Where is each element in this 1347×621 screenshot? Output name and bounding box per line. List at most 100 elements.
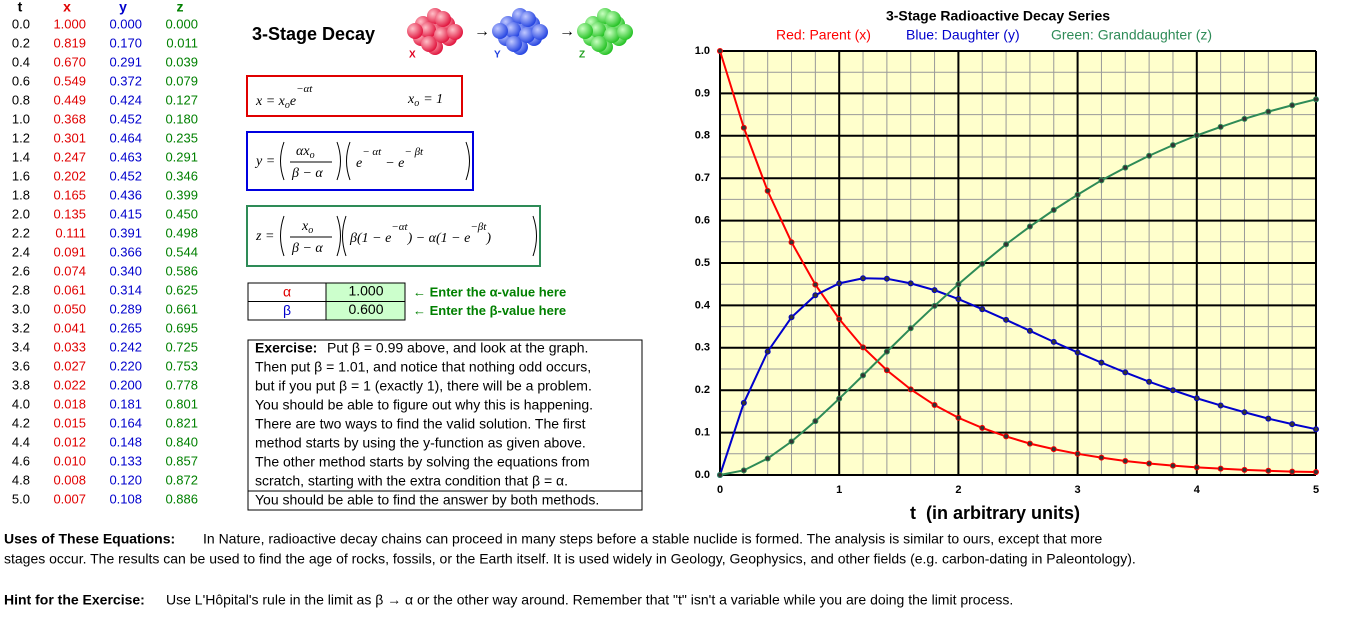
table-cell: 4.2 [12,415,30,430]
table-cell: 0.840 [165,434,198,449]
table-cell: 1.8 [12,187,30,202]
table-cell: 0.436 [109,187,142,202]
column-header: t [18,0,23,15]
data-point [1122,164,1129,171]
table-cell: 3.6 [12,358,30,373]
nucleon [434,27,450,43]
data-point [764,348,771,355]
table-cell: 0.022 [53,377,86,392]
column-header: z [177,0,184,15]
table-cell: 0.424 [109,92,142,107]
x-tick-label: 5 [1313,484,1319,496]
table-cell: 5.0 [12,491,30,506]
table-cell: 0.133 [109,453,142,468]
data-point [1265,415,1272,422]
table-cell: 0.368 [53,111,86,126]
exercise-line: but if you put β = 1 (exactly 1), there … [255,378,592,394]
nucleon [435,11,451,27]
data-point [907,280,914,287]
denominator: β − α [291,241,323,256]
nucleon [506,36,522,52]
table-cell: 0.6 [12,73,30,88]
param-value: 1.000 [348,283,383,299]
data-point [860,344,867,351]
param-value: 0.600 [348,301,383,317]
data-point [860,372,867,379]
y-tick-label: 0.0 [695,469,710,481]
nucleon [590,22,606,38]
data-point [1146,152,1153,159]
bracket [280,141,470,181]
table-cell: 0.200 [109,377,142,392]
exercise-line: You should be able to find the answer by… [255,492,599,508]
table-cell: 0.372 [109,73,142,88]
data-point [836,315,843,322]
table-cell: 0.111 [55,225,86,240]
table-cell: 0.120 [109,472,142,487]
series-line [719,98,1317,476]
data-point [717,48,723,54]
param-input[interactable] [325,301,406,321]
exercise-line: method starts by using the y-function as… [255,435,586,451]
data-point [1193,395,1200,402]
y-tick-label: 0.1 [695,427,710,439]
data-point [955,414,962,421]
table-cell: 0.148 [109,434,142,449]
data-point [717,472,723,478]
column-header: x [63,0,71,15]
equation-init: xo = 1 [407,92,443,109]
series-line [719,277,1317,476]
param-hint: ← Enter the α-value here [413,284,566,299]
table-cell: 0.007 [53,491,86,506]
table-cell: 0.463 [109,149,142,164]
exercise-line: Put β = 0.99 above, and look at the grap… [327,340,588,356]
uses-label: Uses of These Equations: [4,531,175,547]
data-point [1289,468,1296,475]
table-cell: 0.170 [109,35,142,50]
table-cell: 0.801 [165,396,198,411]
data-point [907,386,914,393]
data-point [1193,464,1200,471]
data-point [1169,387,1176,394]
table-cell: 0.091 [53,244,86,259]
table-cell: 0.291 [109,54,142,69]
table-cell: 0.000 [109,16,142,31]
data-point [1217,465,1224,472]
x-tick-label: 4 [1194,484,1201,496]
data-point [1146,378,1153,385]
table-cell: 0.391 [109,225,142,240]
table-cell: 0.079 [165,73,198,88]
table-cell: 4.4 [12,434,30,449]
exercise-box [247,339,643,511]
data-point [1241,466,1248,473]
data-point [812,418,819,425]
equation-box [246,205,541,267]
data-point [1050,446,1057,453]
numerator: xo [301,219,313,236]
data-point [1074,349,1081,356]
y-tick-label: 0.3 [695,342,710,354]
exercise-line: scratch, starting with the extra conditi… [255,473,568,489]
nucleon [519,27,535,43]
data-point [1217,123,1224,130]
equation: y = [254,154,275,169]
data-point [931,287,938,294]
exercise-line: You should be able to figure out why thi… [255,397,593,413]
table-cell: 0.165 [53,187,86,202]
nucleon [492,23,508,39]
table-cell: 0.4 [12,54,30,69]
data-point [1289,421,1296,428]
uses-line: In Nature, radioactive decay chains can … [203,531,1103,547]
table-cell: 0.2 [12,35,30,50]
chart-title: 3-Stage Radioactive Decay Series [886,8,1110,24]
table-cell: 2.4 [12,244,30,259]
table-cell: 0.015 [53,415,86,430]
legend-entry: Green: Granddaughter (z) [1051,27,1212,43]
x-tick-label: 2 [955,484,961,496]
data-point [883,348,890,355]
exercise-line: Then put β = 1.01, and notice that nothi… [255,359,591,375]
y-tick-label: 1.0 [695,45,710,57]
numerator: αxo [296,144,315,161]
atom-label: Y [494,50,501,61]
y-tick-label: 0.5 [695,257,710,269]
